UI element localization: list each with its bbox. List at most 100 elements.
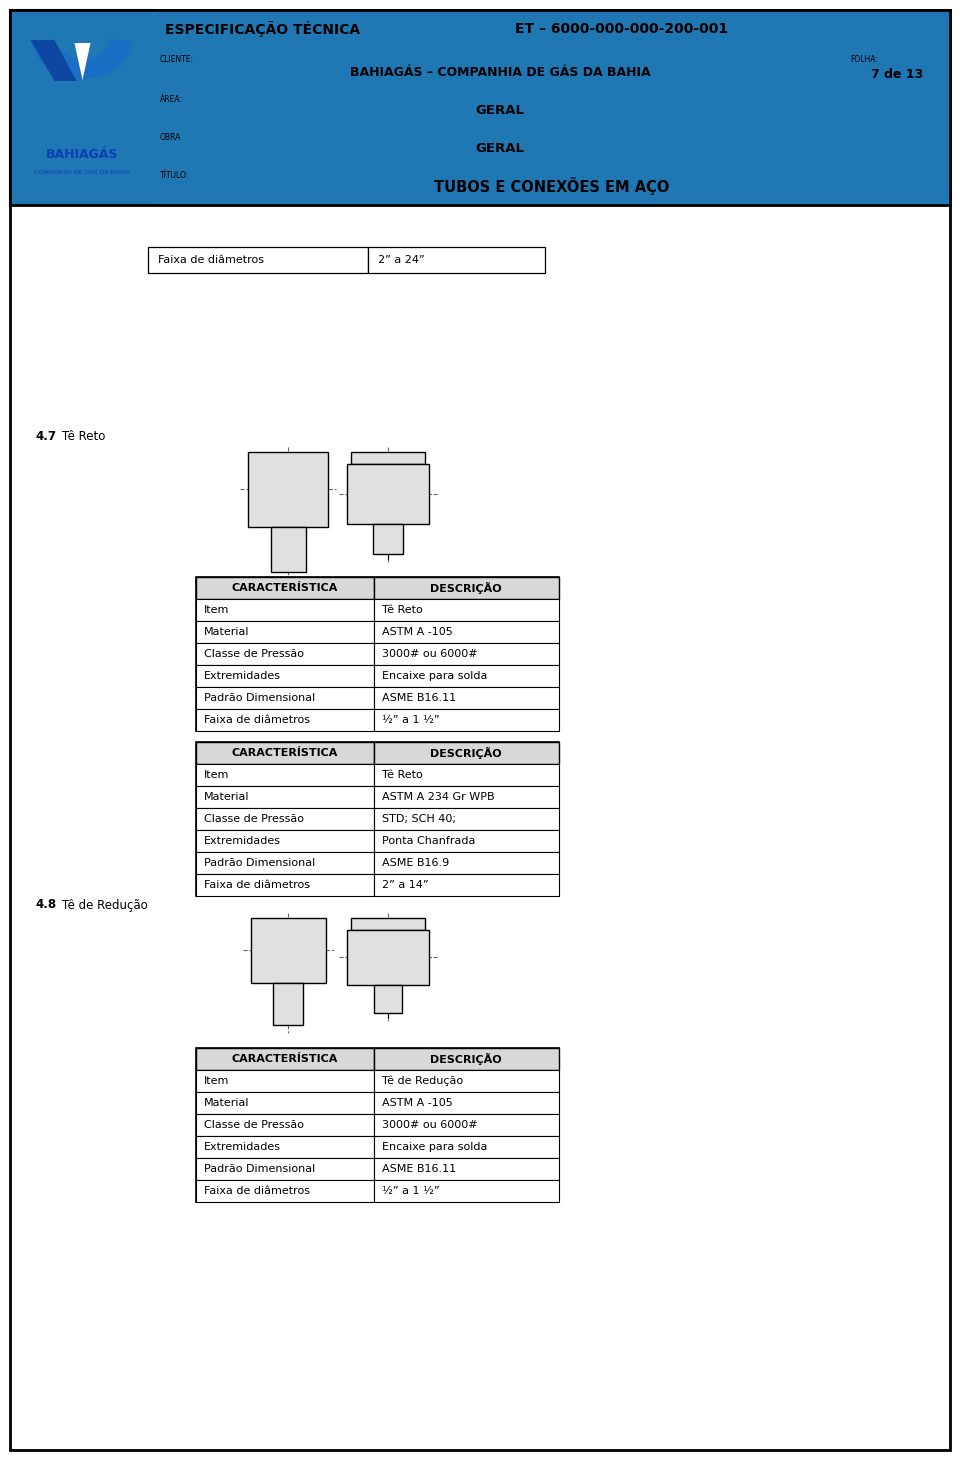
- Bar: [374, 807, 559, 829]
- Bar: [374, 1114, 559, 1136]
- Bar: [374, 785, 559, 807]
- Text: Classe de Pressão: Classe de Pressão: [204, 650, 304, 658]
- Text: Tê de Redução: Tê de Redução: [382, 1076, 463, 1086]
- Bar: [374, 853, 559, 875]
- Bar: [845, 126, 950, 164]
- Text: COMPANHIA DE GÁS DA BAHIA: COMPANHIA DE GÁS DA BAHIA: [35, 169, 131, 175]
- Text: ASME B16.11: ASME B16.11: [382, 694, 456, 704]
- Bar: [271, 527, 306, 572]
- Text: ASME B16.9: ASME B16.9: [382, 858, 449, 869]
- Text: Classe de Pressão: Classe de Pressão: [204, 1120, 304, 1130]
- Text: DESCRIÇÃO: DESCRIÇÃO: [430, 1053, 502, 1064]
- Bar: [196, 1158, 374, 1180]
- Bar: [10, 10, 950, 204]
- Bar: [155, 164, 950, 204]
- Bar: [845, 10, 950, 48]
- Bar: [196, 742, 559, 896]
- Bar: [374, 1158, 559, 1180]
- Text: BAHIAGÁS: BAHIAGÁS: [46, 149, 119, 162]
- Text: ASTM A -105: ASTM A -105: [382, 626, 453, 637]
- Text: TÍTULO:: TÍTULO:: [160, 171, 189, 180]
- Bar: [373, 524, 403, 553]
- Bar: [374, 688, 559, 710]
- Text: 3000# ou 6000#: 3000# ou 6000#: [382, 1120, 478, 1130]
- Bar: [505, 10, 845, 48]
- Bar: [155, 88, 845, 126]
- Bar: [374, 1136, 559, 1158]
- Bar: [196, 688, 374, 710]
- Bar: [374, 1048, 559, 1070]
- Text: Encaixe para solda: Encaixe para solda: [382, 672, 488, 680]
- Text: Encaixe para solda: Encaixe para solda: [382, 1142, 488, 1152]
- Bar: [10, 10, 155, 204]
- Text: Padrão Dimensional: Padrão Dimensional: [204, 1164, 315, 1174]
- Bar: [347, 930, 429, 986]
- Text: Faixa de diâmetros: Faixa de diâmetros: [204, 715, 310, 726]
- Text: ASTM A -105: ASTM A -105: [382, 1098, 453, 1108]
- Text: 3000# ou 6000#: 3000# ou 6000#: [382, 650, 478, 658]
- Text: CLIENTE:: CLIENTE:: [160, 55, 194, 64]
- Bar: [368, 247, 545, 273]
- Text: ½” a 1 ½”: ½” a 1 ½”: [382, 1186, 440, 1196]
- Bar: [155, 126, 845, 164]
- Bar: [248, 453, 328, 527]
- Bar: [251, 918, 326, 983]
- Text: Item: Item: [204, 604, 229, 615]
- Text: FOLHA:: FOLHA:: [850, 55, 877, 64]
- Bar: [845, 48, 950, 88]
- Text: STD; SCH 40;: STD; SCH 40;: [382, 815, 456, 823]
- Text: Tê Reto: Tê Reto: [382, 769, 422, 780]
- Bar: [845, 88, 950, 126]
- Bar: [374, 1070, 559, 1092]
- Bar: [196, 829, 374, 853]
- Text: GERAL: GERAL: [475, 104, 524, 117]
- Bar: [374, 1092, 559, 1114]
- Text: Tê Reto: Tê Reto: [62, 431, 106, 444]
- Bar: [374, 664, 559, 688]
- Text: Faixa de diâmetros: Faixa de diâmetros: [204, 880, 310, 891]
- Text: ASME B16.11: ASME B16.11: [382, 1164, 456, 1174]
- Text: Item: Item: [204, 769, 229, 780]
- Text: 2” a 14”: 2” a 14”: [382, 880, 428, 891]
- Text: 7 de 13: 7 de 13: [871, 67, 924, 80]
- Bar: [374, 764, 559, 785]
- Bar: [374, 577, 559, 599]
- Bar: [196, 853, 374, 875]
- Bar: [196, 1114, 374, 1136]
- Text: DESCRIÇÃO: DESCRIÇÃO: [430, 583, 502, 594]
- Polygon shape: [75, 42, 90, 80]
- Text: ESPECIFICAÇÃO TÉCNICA: ESPECIFICAÇÃO TÉCNICA: [165, 20, 360, 36]
- Bar: [155, 10, 505, 48]
- Text: ET – 6000-000-000-200-001: ET – 6000-000-000-200-001: [515, 22, 728, 36]
- Bar: [374, 642, 559, 664]
- Text: Material: Material: [204, 626, 250, 637]
- Bar: [374, 1180, 559, 1202]
- Text: Ponta Chanfrada: Ponta Chanfrada: [382, 837, 475, 845]
- Text: ÁREA:: ÁREA:: [160, 95, 183, 104]
- Bar: [196, 642, 374, 664]
- Polygon shape: [31, 39, 77, 80]
- Bar: [374, 742, 559, 764]
- Bar: [196, 1048, 374, 1070]
- Text: 4.8: 4.8: [35, 898, 56, 911]
- Bar: [148, 247, 368, 273]
- Text: TUBOS E CONEXÕES EM AÇO: TUBOS E CONEXÕES EM AÇO: [434, 177, 670, 196]
- Text: Material: Material: [204, 1098, 250, 1108]
- Text: Tê de Redução: Tê de Redução: [62, 898, 148, 911]
- Text: CARACTERÍSTICA: CARACTERÍSTICA: [231, 1054, 338, 1064]
- Bar: [196, 742, 374, 764]
- Bar: [374, 710, 559, 731]
- Text: Extremidades: Extremidades: [204, 672, 281, 680]
- Bar: [374, 599, 559, 620]
- Text: CARACTERÍSTICA: CARACTERÍSTICA: [231, 748, 338, 758]
- Bar: [347, 464, 429, 524]
- Text: GERAL: GERAL: [475, 142, 524, 155]
- Bar: [196, 1070, 374, 1092]
- Bar: [196, 764, 374, 785]
- Bar: [196, 577, 374, 599]
- Text: OBRA: OBRA: [160, 133, 181, 142]
- Text: BAHIAGÁS – COMPANHIA DE GÁS DA BAHIA: BAHIAGÁS – COMPANHIA DE GÁS DA BAHIA: [349, 66, 650, 79]
- Text: DESCRIÇÃO: DESCRIÇÃO: [430, 748, 502, 759]
- Polygon shape: [31, 39, 133, 79]
- Bar: [196, 875, 374, 896]
